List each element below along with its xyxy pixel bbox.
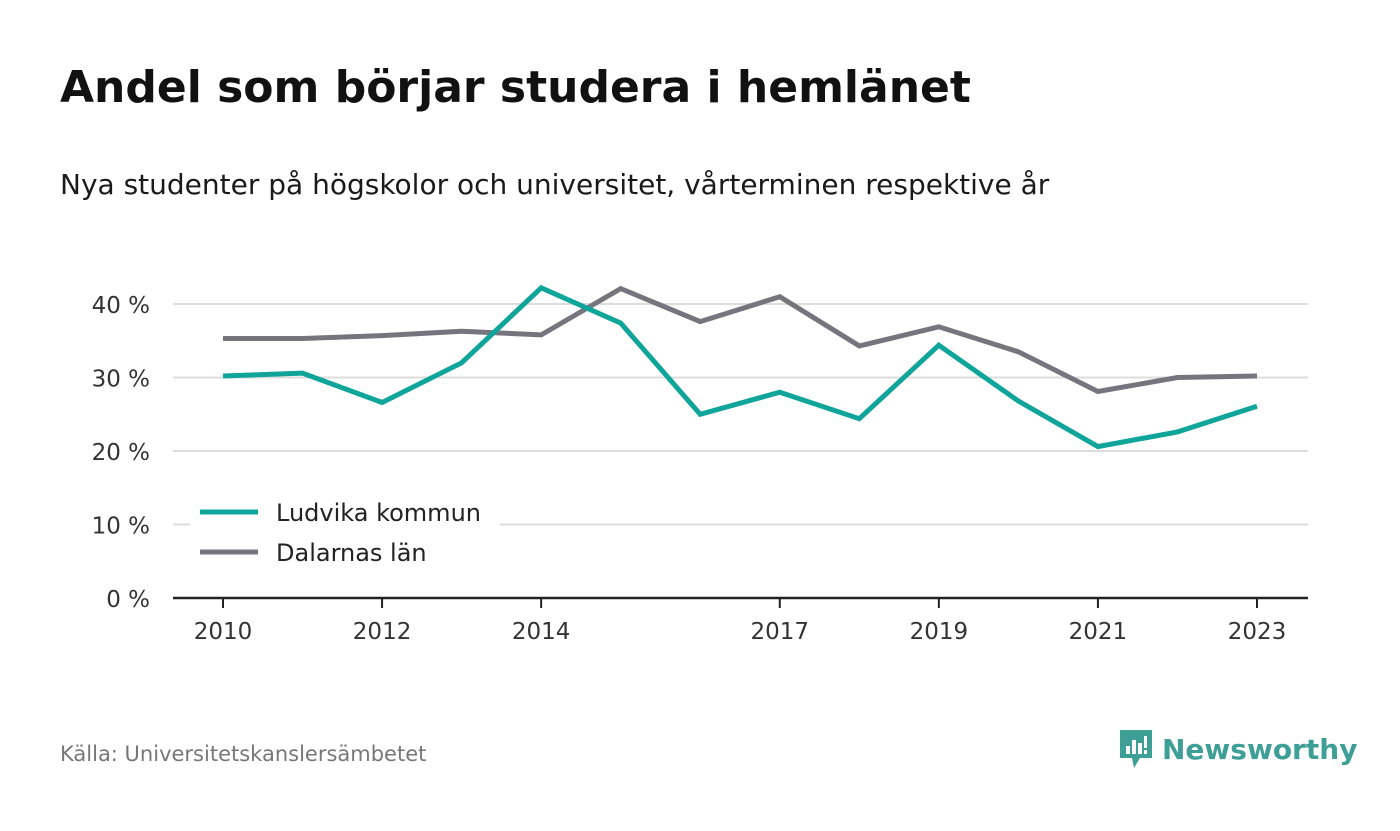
y-tick-label: 0 % [106, 587, 150, 613]
x-tick-label: 2010 [194, 619, 253, 645]
x-tick-label: 2019 [910, 619, 969, 645]
x-tick-label: 2012 [353, 619, 412, 645]
series-line-dalarnas-län [223, 285, 1258, 395]
source-note: Källa: Universitetskanslersämbetet [60, 742, 427, 766]
x-tick-label: 2021 [1069, 619, 1128, 645]
x-tick-label: 2014 [512, 619, 571, 645]
y-axis-ticks: 0 % 10 % 20 % 30 % 40 % [92, 293, 150, 613]
chart-subtitle: Nya studenter på högskolor och universit… [60, 168, 1050, 201]
y-tick-label: 20 % [92, 440, 150, 466]
series-line-ludvika-kommun [222, 284, 1258, 450]
chart-title: Andel som börjar studera i hemlänet [60, 62, 971, 113]
x-tick-label: 2017 [750, 619, 809, 645]
x-tick-label: 2023 [1228, 619, 1287, 645]
legend: Ludvika kommun Dalarnas län [190, 490, 500, 582]
y-tick-label: 40 % [92, 293, 150, 319]
brand-logo: Newsworthy [1118, 728, 1357, 770]
brand-name: Newsworthy [1162, 732, 1358, 766]
x-axis-ticks: 2010 2012 2014 2017 2019 2021 2023 [194, 598, 1287, 645]
legend-label: Ludvika kommun [276, 499, 481, 527]
series-lines [222, 284, 1258, 450]
y-tick-label: 10 % [92, 514, 150, 540]
newsworthy-logo-icon [1120, 730, 1152, 768]
legend-label: Dalarnas län [276, 539, 427, 567]
legend-background [190, 490, 500, 582]
y-tick-label: 30 % [92, 367, 150, 393]
line-chart: 0 % 10 % 20 % 30 % 40 % 2010 2012 2014 2017 2019… [92, 284, 1308, 645]
